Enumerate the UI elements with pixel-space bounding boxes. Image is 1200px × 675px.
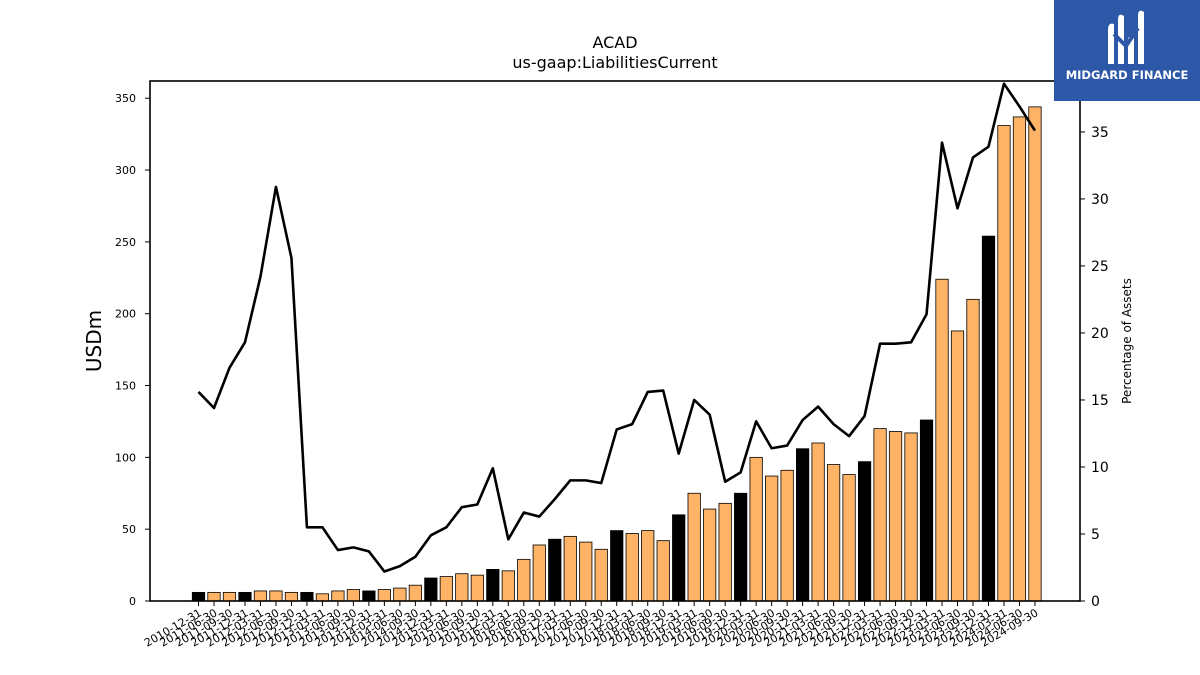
y2-tick-label: 30 [1091,192,1109,208]
y-tick-label: 250 [115,236,136,249]
percentage-of-assets-line [197,82,1037,573]
bar-2012-06-30 [269,590,283,602]
bar-2010-12-31 [191,591,206,602]
bar-2023-06-30 [950,330,965,602]
bar-2023-12-31 [981,235,996,602]
bar-2013-12-31 [362,590,376,602]
bar-2018-12-31 [672,514,686,602]
axes-group: 050100150200250300350051015202530352010-… [115,92,1109,649]
bar-2011-12-31 [238,591,252,602]
bar-2019-12-31 [734,492,748,602]
bar-2012-03-31 [253,590,268,602]
bars-group [191,106,1042,602]
bar-2013-06-30 [331,590,345,602]
bar-2017-12-31 [610,530,624,602]
bar-2014-12-31 [424,577,438,602]
bar-2018-03-31 [625,533,639,602]
bar-2024-06-30 [1012,116,1027,602]
bar-2013-09-30 [346,589,361,602]
bar-2015-03-31 [439,576,453,602]
bar-2021-09-30 [842,474,856,602]
bar-2011-09-30 [222,591,237,602]
y-tick-label: 350 [115,92,136,105]
y2-tick-label: 25 [1091,259,1109,275]
bar-2019-09-30 [718,502,732,602]
bar-2020-03-31 [749,456,763,602]
bar-2022-12-31 [919,419,934,602]
y2-tick-label: 20 [1091,326,1109,342]
line-group [197,82,1037,573]
y-axis-label: USDm [82,310,106,372]
bar-2012-12-31 [300,591,314,602]
bar-2021-03-31 [811,442,825,602]
y2-axis-label: Percentage of Assets [1120,278,1134,404]
midgard-finance-logo: MIDGARD FINANCE [1054,0,1200,101]
bar-2018-09-30 [656,540,670,602]
bar-2016-12-31 [548,538,562,602]
bar-2020-12-31 [796,448,810,602]
bar-2019-03-31 [687,492,701,602]
chart-subtitle: us-gaap:LiabilitiesCurrent [512,53,717,72]
y2-tick-label: 35 [1091,125,1109,141]
logo-text: MIDGARD FINANCE [1065,68,1189,82]
bar-2013-03-31 [315,593,330,602]
bar-2011-06-30 [207,591,221,602]
y-tick-label: 0 [129,595,136,608]
bar-2019-06-30 [703,508,717,602]
bar-2014-06-30 [393,587,407,602]
plot-frame [149,80,1081,602]
bar-2017-09-30 [594,548,608,602]
y-tick-label: 300 [115,164,136,177]
bar-2023-03-31 [935,278,949,602]
bar-2016-09-30 [532,544,546,602]
y2-tick-label: 5 [1091,527,1100,543]
bar-2016-03-31 [501,570,515,602]
y-tick-label: 150 [115,380,136,393]
bar-2014-09-30 [408,584,422,602]
bar-2020-09-30 [780,469,794,602]
bar-2021-06-30 [826,464,841,602]
bar-2020-06-30 [765,475,779,602]
bar-2012-09-30 [284,591,299,602]
chart-title: ACAD [592,33,637,52]
bar-2023-09-30 [966,298,980,602]
y-tick-label: 50 [122,523,136,536]
midgard-m-logo-icon [1108,10,1144,65]
bar-2024-09-30 [1028,106,1042,602]
y2-tick-label: 0 [1091,594,1100,610]
bar-2017-03-31 [563,535,577,602]
y2-tick-label: 15 [1091,393,1109,409]
y-tick-label: 100 [115,451,136,464]
bar-2018-06-30 [641,530,655,602]
bar-2016-06-30 [517,558,531,602]
bar-2017-06-30 [579,541,593,602]
bar-2022-03-31 [873,428,887,602]
bar-2021-12-31 [857,461,872,602]
y-tick-label: 200 [115,308,136,321]
bar-2015-09-30 [470,574,484,602]
y2-tick-label: 10 [1091,460,1109,476]
bar-2015-06-30 [455,573,469,602]
bar-2015-12-31 [486,569,500,602]
bar-2014-03-31 [377,589,391,602]
bar-2022-09-30 [904,432,918,602]
bar-2024-03-31 [997,125,1011,602]
bar-2022-06-30 [888,431,903,602]
